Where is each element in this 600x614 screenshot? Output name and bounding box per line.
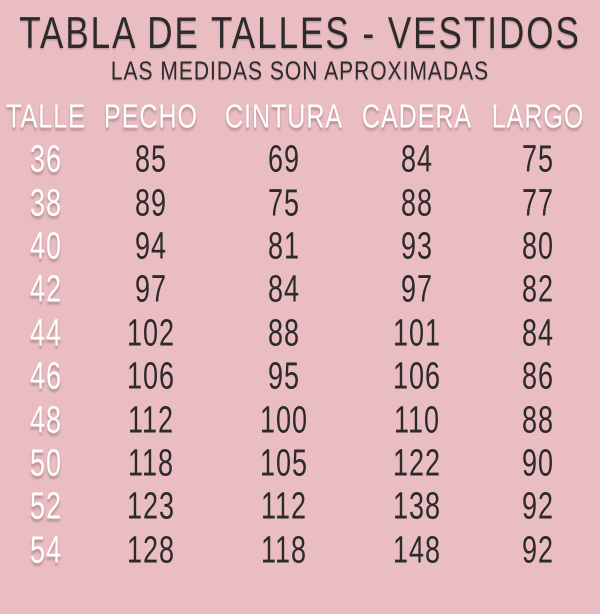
cintura-cell: 118 [260, 528, 308, 571]
pecho-cell: 89 [134, 181, 168, 224]
pecho-cell: 128 [126, 528, 176, 571]
cadera-cell: 84 [400, 137, 434, 181]
largo-cell: 86 [521, 354, 555, 398]
size-cell: 36 [29, 137, 63, 181]
table-row: 54 128 118 148 92 [0, 528, 600, 572]
table-header-row: TALLE PECHO CINTURA CADERA LARGO [0, 96, 600, 138]
cintura-cell: 88 [267, 311, 301, 354]
pecho-cell: 112 [127, 398, 175, 441]
cintura-cell: 95 [267, 354, 301, 398]
largo-cell: 80 [521, 224, 555, 268]
table-row: 38 89 75 88 77 [0, 181, 600, 224]
header-cell-cintura: CINTURA [224, 97, 344, 136]
table-row: 48 112 100 110 88 [0, 398, 600, 441]
size-chart-sheet: TABLA DE TALLES - VESTIDOS LAS MEDIDAS S… [0, 8, 600, 614]
header-cell-largo: LARGO [491, 97, 585, 136]
size-cell: 40 [29, 224, 63, 268]
table-row: 52 123 112 138 92 [0, 485, 600, 528]
size-cell: 44 [29, 311, 63, 354]
size-cell: 46 [29, 354, 63, 398]
cintura-cell: 105 [259, 441, 309, 485]
size-cell: 52 [29, 484, 63, 528]
cadera-cell: 88 [400, 181, 434, 224]
header-cell-cadera: CADERA [361, 97, 473, 136]
pecho-cell: 106 [126, 354, 176, 398]
page-subtitle: LAS MEDIDAS SON APROXIMADAS [110, 57, 490, 86]
cintura-cell: 84 [267, 267, 301, 311]
table-row: 44 102 88 101 84 [0, 311, 600, 355]
table-row: 42 97 84 97 82 [0, 268, 600, 311]
cadera-cell: 122 [392, 441, 442, 485]
cadera-cell: 106 [392, 354, 442, 398]
page-title: TABLA DE TALLES - VESTIDOS [19, 8, 581, 59]
size-cell: 48 [29, 398, 63, 441]
cintura-cell: 75 [267, 181, 301, 224]
largo-cell: 90 [521, 441, 555, 485]
size-cell: 42 [29, 267, 63, 311]
cadera-cell: 101 [392, 311, 442, 354]
header-cell-pecho: PECHO [104, 97, 198, 136]
size-cell: 50 [29, 441, 63, 485]
pecho-cell: 102 [126, 311, 176, 354]
largo-cell: 77 [521, 181, 555, 224]
cadera-cell: 138 [392, 484, 442, 528]
size-cell: 54 [29, 528, 63, 571]
largo-cell: 82 [521, 267, 555, 311]
pecho-cell: 85 [134, 137, 168, 181]
pecho-cell: 123 [126, 484, 176, 528]
table-row: 40 94 81 93 80 [0, 224, 600, 268]
largo-cell: 84 [521, 311, 555, 354]
cadera-cell: 93 [400, 224, 434, 268]
pecho-cell: 94 [134, 224, 168, 268]
cadera-cell: 148 [392, 528, 442, 571]
largo-cell: 92 [521, 484, 555, 528]
table-row: 50 118 105 122 90 [0, 441, 600, 485]
cadera-cell: 110 [393, 398, 441, 441]
largo-cell: 92 [521, 528, 555, 571]
table-row: 36 85 69 84 75 [0, 138, 600, 181]
table-row: 46 106 95 106 86 [0, 355, 600, 398]
pecho-cell: 118 [127, 441, 175, 485]
cadera-cell: 97 [400, 267, 434, 311]
size-cell: 38 [29, 181, 63, 224]
cintura-cell: 69 [267, 137, 301, 181]
largo-cell: 75 [521, 137, 555, 181]
cintura-cell: 100 [259, 398, 309, 441]
largo-cell: 88 [521, 398, 555, 441]
cintura-cell: 81 [267, 224, 301, 268]
cintura-cell: 112 [260, 484, 308, 528]
pecho-cell: 97 [134, 267, 168, 311]
header-cell-talle: TALLE [6, 97, 86, 136]
